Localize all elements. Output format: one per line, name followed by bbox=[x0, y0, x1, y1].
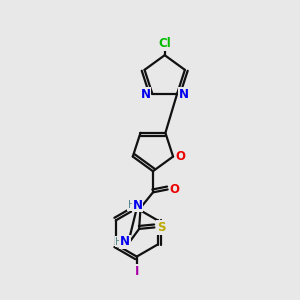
Text: O: O bbox=[169, 183, 179, 196]
Text: H: H bbox=[128, 200, 136, 210]
Text: N: N bbox=[141, 88, 151, 101]
Text: I: I bbox=[135, 265, 139, 278]
Text: O: O bbox=[176, 150, 185, 163]
Text: N: N bbox=[133, 199, 142, 212]
Text: H: H bbox=[115, 237, 123, 247]
Text: N: N bbox=[120, 236, 130, 248]
Text: N: N bbox=[179, 88, 189, 101]
Text: Cl: Cl bbox=[158, 38, 171, 50]
Text: S: S bbox=[157, 221, 165, 234]
